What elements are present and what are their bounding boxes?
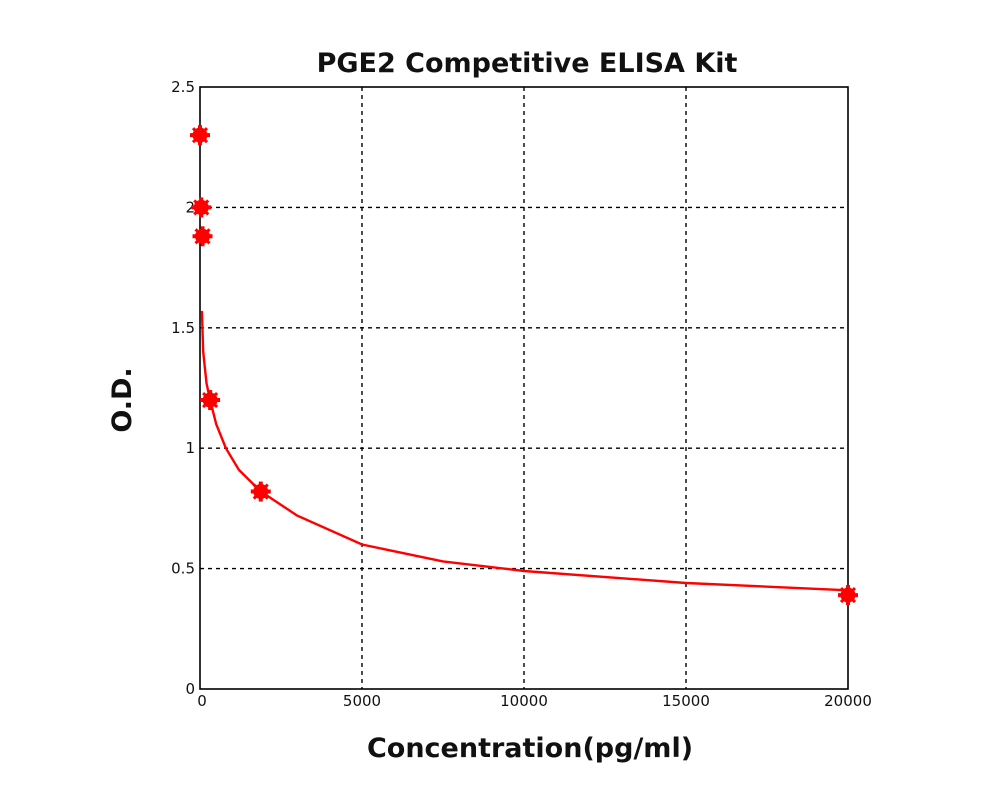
x-axis-label: Concentration(pg/ml) [367,733,693,764]
y-tick-label: 0.5 [171,560,195,578]
y-axis-label: O.D. [107,367,138,432]
chart-title: PGE2 Competitive ELISA Kit [317,48,738,79]
data-points [190,125,858,606]
y-tick-label: 1.5 [171,319,195,337]
plot-frame [199,86,849,690]
x-tick-label: 5000 [343,692,381,710]
x-tick-label: 10000 [500,692,548,710]
fit-curve-layer [200,310,849,592]
x-tick-label: 20000 [824,692,872,710]
y-tick-label: 2 [185,198,195,216]
y-tick-label: 1 [185,439,195,457]
data-point [190,125,210,146]
tick-labels: 0 5000 10000 15000 20000 0 0.5 1 1.5 2 2.5 [171,78,872,710]
data-point [838,585,858,606]
y-tick-label: 0 [185,680,195,698]
x-tick-label: 0 [197,692,207,710]
data-point [200,390,221,411]
x-tick-label: 15000 [662,692,710,710]
data-point [250,481,271,502]
fit-curve [200,310,849,592]
grid [200,87,848,689]
data-point [191,197,212,218]
data-point [192,226,213,247]
y-tick-label: 2.5 [171,78,195,96]
